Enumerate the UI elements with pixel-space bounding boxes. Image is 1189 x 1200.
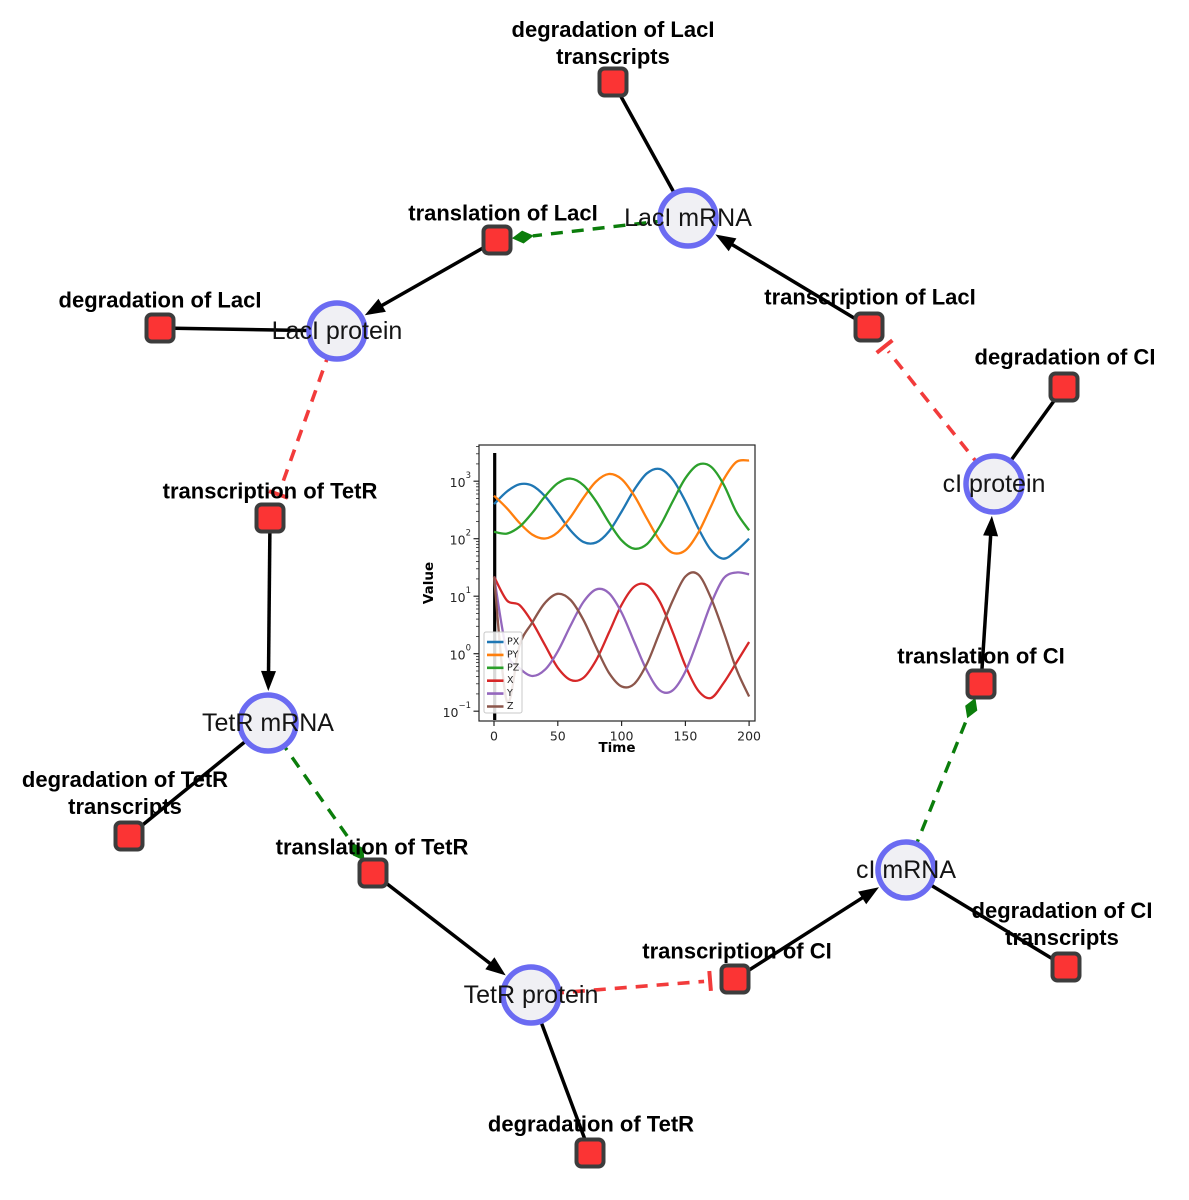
reaction-label-tc_tetR: transcription of TetR <box>163 479 378 504</box>
y-tick-label: 100 <box>450 644 471 663</box>
edge-tetR_mRNA-tl_tetR-diamond-icon <box>351 842 365 861</box>
edge-cI_mRNA-tl_cI-diamond-icon <box>965 697 978 719</box>
reaction-label-deg_tetR: degradation of TetR <box>488 1112 694 1137</box>
reaction-node-deg_tetR[interactable] <box>574 1137 606 1169</box>
reaction-node-deg_cI_tx[interactable] <box>1050 951 1082 983</box>
series-line-PY <box>493 458 750 555</box>
reaction-label-tc_cI: transcription of CI <box>642 939 831 964</box>
edge-cI_mRNA-deg_cI_tx <box>905 868 1067 969</box>
legend-entry-Z: Z <box>487 701 514 712</box>
reaction-node-deg_tetR_tx[interactable] <box>113 820 145 852</box>
edge-lacI_mRNA-tl_lacI-diamond-icon <box>511 230 534 244</box>
reaction-node-tl_lacI[interactable] <box>481 224 513 256</box>
species-label-cI_mRNA: cI mRNA <box>856 856 956 884</box>
y-axis-label: Value <box>421 562 437 604</box>
x-tick-label: 0 <box>490 729 498 744</box>
edge-tc_lacI-lacI_mRNA <box>728 241 870 329</box>
legend-label-PZ: PZ <box>507 662 520 673</box>
series-line-Z <box>492 571 751 704</box>
edge-tc_tetR-tetR_mRNA <box>266 517 272 676</box>
reaction-node-deg_cI[interactable] <box>1048 371 1080 403</box>
reaction-node-tc_lacI[interactable] <box>853 311 885 343</box>
edge-tl_cI-cI_protein-arrowhead-icon <box>983 515 999 537</box>
x-tick-label: 150 <box>673 729 697 744</box>
reaction-node-tc_cI[interactable] <box>719 963 751 995</box>
species-label-lacI_mRNA: LacI mRNA <box>624 204 752 232</box>
y-tick-label: 102 <box>450 529 471 548</box>
reaction-label-tl_tetR: translation of TetR <box>276 835 469 860</box>
nodes <box>113 66 1082 1169</box>
species-node-tetR_protein[interactable] <box>500 964 562 1026</box>
x-axis-label: Time <box>598 740 635 756</box>
edge-tl_lacI-lacI_protein-arrowhead-icon <box>364 298 386 316</box>
reaction-node-tl_tetR[interactable] <box>357 857 389 889</box>
species-label-tetR_protein: TetR protein <box>464 981 599 1009</box>
edge-tc_lacI-lacI_mRNA-arrowhead-icon <box>715 234 737 252</box>
legend-label-PX: PX <box>507 637 520 648</box>
species-node-lacI_protein[interactable] <box>306 300 368 362</box>
legend-entry-PX: PX <box>487 637 520 648</box>
reaction-label-deg_lacI_tx: degradation of LacI transcripts <box>512 17 715 69</box>
plot-background <box>479 445 755 721</box>
y-tick-label: 10−1 <box>443 701 471 720</box>
edge-tetR_protein-tc_cI-tee-icon <box>707 970 713 992</box>
x-tick-label: 100 <box>610 729 634 744</box>
series-line-Y <box>492 571 750 694</box>
reaction-label-deg_cI: degradation of CI <box>975 345 1156 370</box>
reaction-label-tl_cI: translation of CI <box>897 644 1064 669</box>
series-line-PZ <box>493 462 751 550</box>
legend-label-Z: Z <box>507 701 514 712</box>
legend-entry-PZ: PZ <box>487 662 520 673</box>
legend-entry-Y: Y <box>487 688 513 699</box>
species-node-lacI_mRNA[interactable] <box>657 187 719 249</box>
species-label-tetR_mRNA: TetR mRNA <box>202 709 334 737</box>
reaction-label-tl_lacI: translation of LacI <box>408 201 597 226</box>
edge-cI_protein-tc_lacI-tee-icon <box>875 338 894 355</box>
edge-tl_tetR-tetR_protein <box>371 871 495 968</box>
edge-tc_tetR-tetR_mRNA-arrowhead-icon <box>261 670 276 691</box>
legend-label-Y: Y <box>506 688 513 699</box>
reaction-node-deg_lacI_tx[interactable] <box>597 66 629 98</box>
series-line-X <box>492 575 751 700</box>
labels: degradation of LacI transcripts translatio… <box>22 17 1156 1137</box>
edge-tl_tetR-tetR_protein-arrowhead-icon <box>485 957 506 976</box>
legend-entry-PY: PY <box>487 649 519 660</box>
reaction-label-tc_lacI: transcription of LacI <box>764 285 975 310</box>
y-tick-label: 101 <box>450 586 471 605</box>
edge-tc_cI-cI_mRNA <box>734 894 867 981</box>
x-tick-label: 200 <box>737 729 761 744</box>
axes-frame <box>478 444 756 722</box>
reaction-node-tc_tetR[interactable] <box>254 502 286 534</box>
edge-tl_cI-cI_protein <box>979 531 993 685</box>
reaction-label-deg_tetR_tx: degradation of TetR transcripts <box>22 767 228 819</box>
edge-lacI_protein-tc_tetR-tee-icon <box>268 489 289 500</box>
x-tick-label: 50 <box>550 729 566 744</box>
edge-tc_cI-cI_mRNA-arrowhead-icon <box>858 887 879 905</box>
edge-tl_lacI-lacI_protein <box>377 238 498 309</box>
species-label-lacI_protein: LacI protein <box>272 317 403 345</box>
species-label-cI_protein: cI protein <box>943 470 1046 498</box>
legend-label-PY: PY <box>507 649 519 660</box>
legend-entry-X: X <box>487 675 514 686</box>
species-node-tetR_mRNA[interactable] <box>237 692 299 754</box>
reaction-node-deg_lacI[interactable] <box>144 312 176 344</box>
legend-label-X: X <box>507 675 514 686</box>
species-node-cI_protein[interactable] <box>963 453 1025 515</box>
reaction-node-tl_cI[interactable] <box>965 668 997 700</box>
reaction-label-deg_lacI: degradation of LacI <box>59 288 262 313</box>
series-line-PX <box>493 467 750 560</box>
y-tick-label: 103 <box>450 471 471 490</box>
reaction-label-deg_cI_tx: degradation of CI transcripts <box>972 898 1153 950</box>
species-node-cI_mRNA[interactable] <box>875 839 937 901</box>
